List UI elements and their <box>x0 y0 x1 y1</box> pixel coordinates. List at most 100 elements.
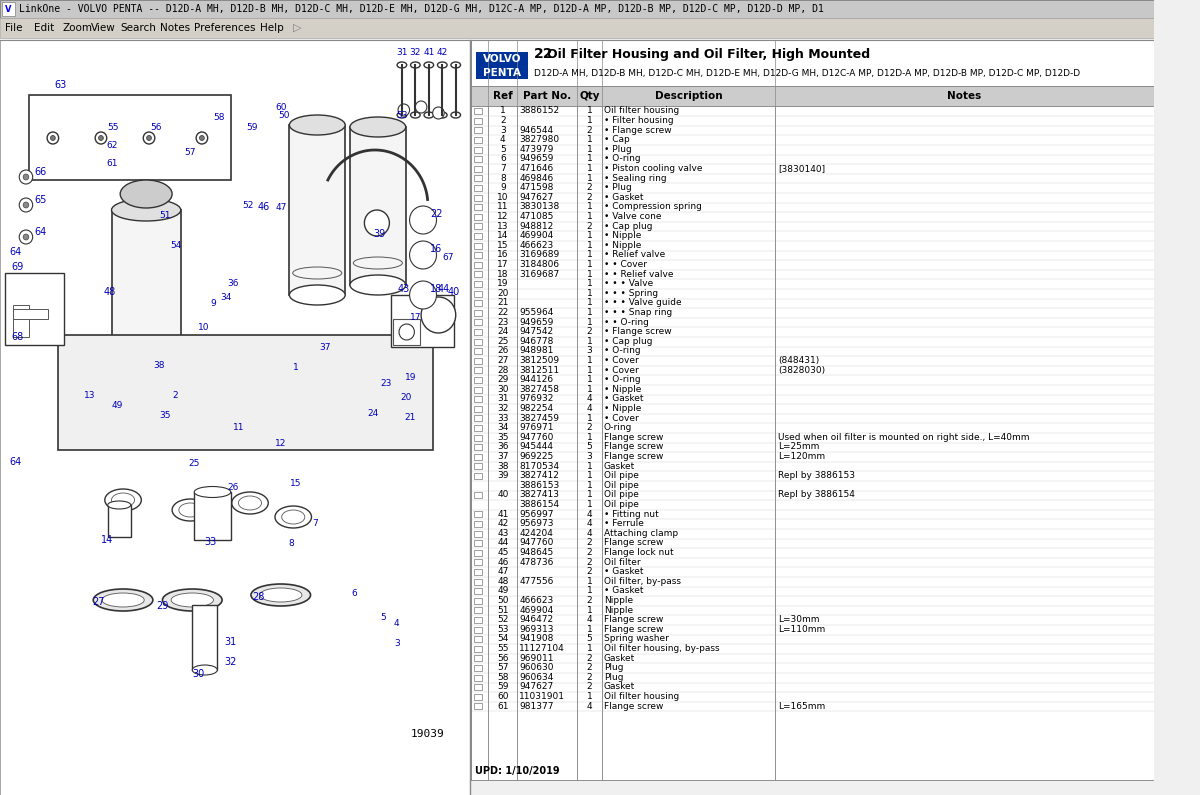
Text: 1: 1 <box>587 231 593 240</box>
Bar <box>474 540 481 546</box>
Text: 19039: 19039 <box>410 729 445 739</box>
Text: 1: 1 <box>587 260 593 269</box>
Text: 1: 1 <box>587 202 593 211</box>
Text: 1: 1 <box>587 576 593 586</box>
Bar <box>474 377 481 383</box>
Bar <box>472 40 1153 86</box>
Text: Flange screw: Flange screw <box>604 625 664 634</box>
Text: Spring washer: Spring washer <box>604 634 668 643</box>
Text: 17: 17 <box>409 312 421 321</box>
Text: 13: 13 <box>497 222 509 231</box>
Text: Gasket: Gasket <box>604 682 635 692</box>
Text: 31: 31 <box>396 48 408 57</box>
Text: Gasket: Gasket <box>604 462 635 471</box>
Bar <box>13 309 48 319</box>
Text: 1: 1 <box>587 154 593 163</box>
Text: 5: 5 <box>500 145 505 153</box>
Bar <box>474 405 481 412</box>
Text: • Fitting nut: • Fitting nut <box>604 510 659 518</box>
Text: 40: 40 <box>497 491 509 499</box>
Ellipse shape <box>112 493 134 507</box>
Text: • Gasket: • Gasket <box>604 394 643 403</box>
Circle shape <box>421 297 456 333</box>
Text: Description: Description <box>654 91 722 101</box>
Text: 1: 1 <box>587 462 593 471</box>
Text: 941908: 941908 <box>520 634 553 643</box>
Bar <box>474 704 481 709</box>
Text: 4: 4 <box>587 529 592 537</box>
Text: 3812509: 3812509 <box>520 356 559 365</box>
Text: Notes: Notes <box>160 23 190 33</box>
Text: 2: 2 <box>587 192 592 202</box>
Text: 52: 52 <box>497 615 509 624</box>
Text: (848431): (848431) <box>778 356 820 365</box>
Text: 2: 2 <box>172 390 178 400</box>
Bar <box>350 127 406 285</box>
Text: • Gasket: • Gasket <box>604 567 643 576</box>
Text: 1: 1 <box>587 606 593 615</box>
Text: • Valve cone: • Valve cone <box>604 212 661 221</box>
Text: UPD: 1/10/2019: UPD: 1/10/2019 <box>475 766 559 776</box>
Text: • • Cover: • • Cover <box>604 260 647 269</box>
Text: 1: 1 <box>587 317 593 327</box>
Text: 41: 41 <box>497 510 509 518</box>
Text: 1: 1 <box>587 298 593 308</box>
Text: 1: 1 <box>500 107 505 115</box>
Text: Oil pipe: Oil pipe <box>604 471 638 480</box>
Text: 31: 31 <box>497 394 509 403</box>
Circle shape <box>50 135 55 141</box>
Text: 3827413: 3827413 <box>520 491 559 499</box>
Text: VOLVO: VOLVO <box>482 54 521 64</box>
Ellipse shape <box>172 499 209 521</box>
Bar <box>474 156 481 162</box>
Bar <box>474 617 481 623</box>
Text: 44: 44 <box>438 284 450 294</box>
Text: 44: 44 <box>497 538 509 547</box>
Text: 23: 23 <box>380 378 392 387</box>
Text: 3169689: 3169689 <box>520 250 559 259</box>
Ellipse shape <box>410 112 420 118</box>
Text: 3: 3 <box>587 452 593 461</box>
Text: 30: 30 <box>497 385 509 394</box>
Text: 2: 2 <box>587 222 592 231</box>
Text: 947542: 947542 <box>520 327 553 336</box>
Text: 2: 2 <box>587 126 592 134</box>
Bar <box>474 271 481 277</box>
Text: 59: 59 <box>497 682 509 692</box>
Text: • • • Snap ring: • • • Snap ring <box>604 308 672 317</box>
Text: 969225: 969225 <box>520 452 553 461</box>
Text: 50: 50 <box>497 596 509 605</box>
Text: (3828030): (3828030) <box>778 366 824 374</box>
Ellipse shape <box>438 112 448 118</box>
Ellipse shape <box>102 593 144 607</box>
Text: Oil filter: Oil filter <box>604 557 641 567</box>
Text: 947627: 947627 <box>520 192 553 202</box>
Text: 36: 36 <box>497 442 509 452</box>
Text: 19: 19 <box>404 373 416 382</box>
Circle shape <box>398 104 409 116</box>
Text: • • Relief valve: • • Relief valve <box>604 270 673 278</box>
Circle shape <box>19 170 32 184</box>
Bar <box>474 521 481 527</box>
Text: 3886153: 3886153 <box>520 481 559 490</box>
Text: Repl by 3886153: Repl by 3886153 <box>778 471 854 480</box>
Text: Oil pipe: Oil pipe <box>604 481 638 490</box>
Bar <box>29 95 230 180</box>
Bar <box>474 320 481 325</box>
Text: 65: 65 <box>35 195 47 205</box>
Text: Nipple: Nipple <box>604 606 632 615</box>
Text: 1: 1 <box>587 212 593 221</box>
Text: 466623: 466623 <box>520 241 553 250</box>
Text: Oil filter, by-pass: Oil filter, by-pass <box>604 576 680 586</box>
Text: 471085: 471085 <box>520 212 553 221</box>
Text: 947760: 947760 <box>520 432 553 442</box>
Text: 31: 31 <box>224 637 236 647</box>
Bar <box>474 214 481 219</box>
Text: 58: 58 <box>497 673 509 682</box>
Circle shape <box>23 202 29 208</box>
Text: 944126: 944126 <box>520 375 553 384</box>
Circle shape <box>409 241 437 269</box>
Text: Oil pipe: Oil pipe <box>604 491 638 499</box>
Text: 3830138: 3830138 <box>520 202 559 211</box>
Text: 3812511: 3812511 <box>520 366 559 374</box>
